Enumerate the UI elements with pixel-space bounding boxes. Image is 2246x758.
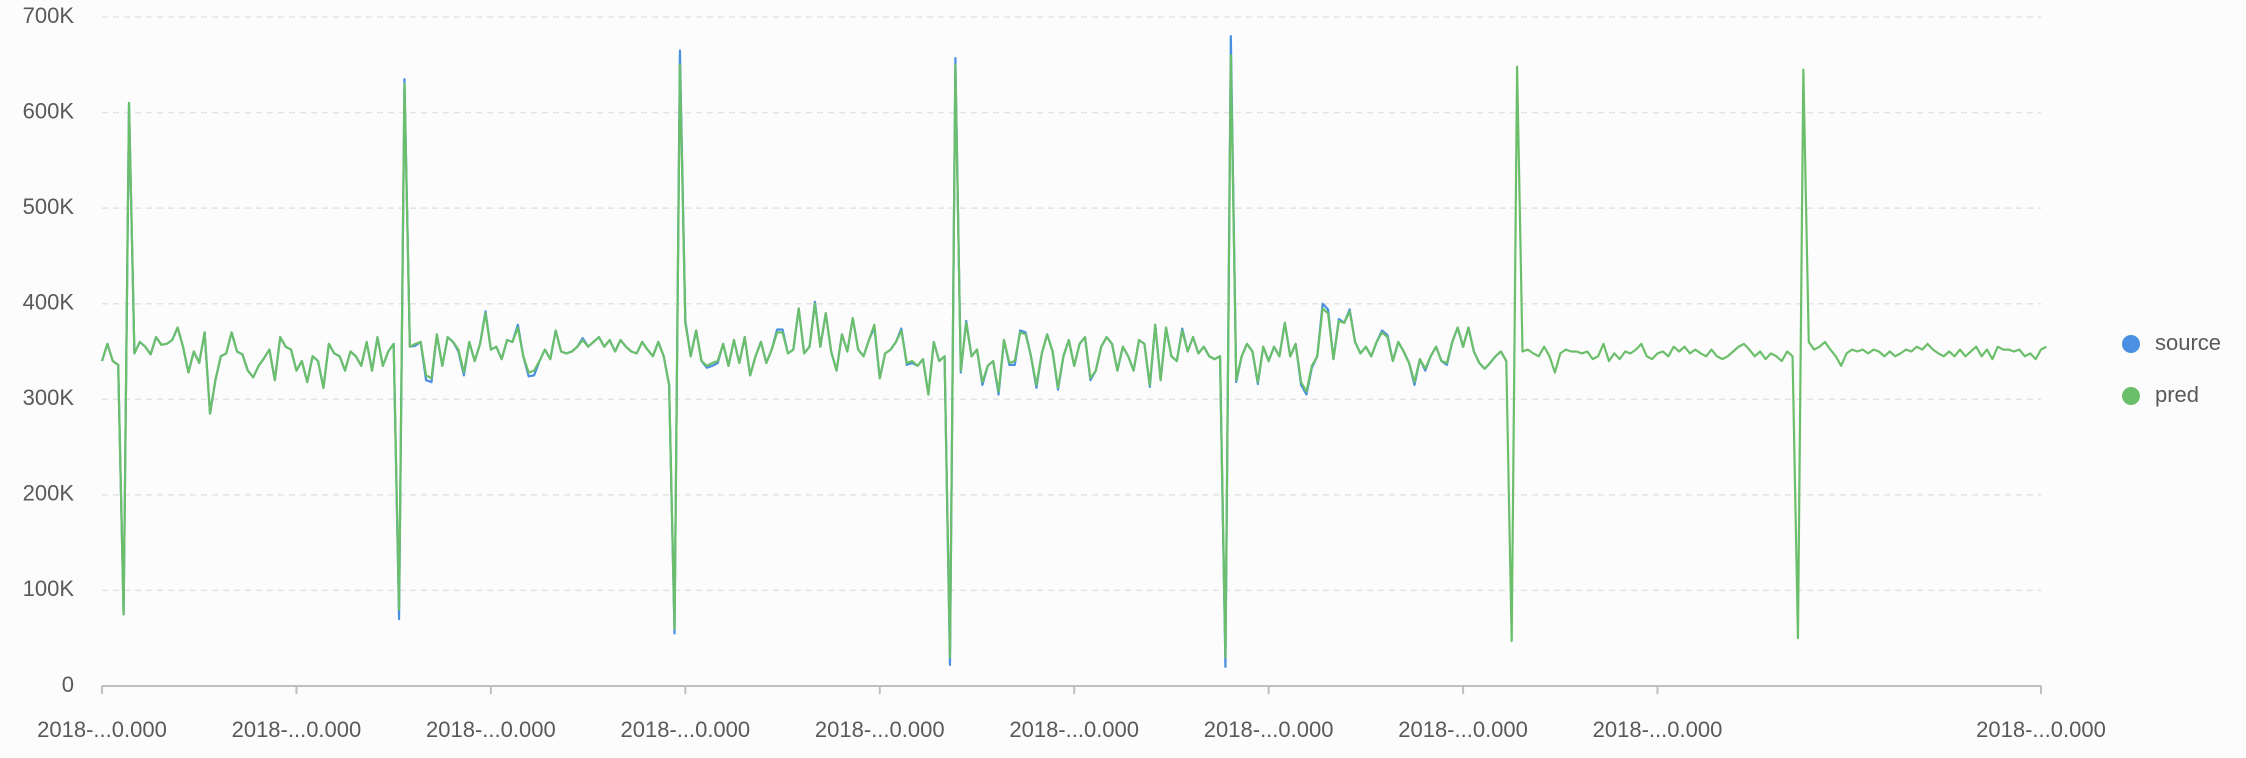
x-tick-label: 2018-...0.000 [426, 717, 556, 742]
y-tick-label: 500K [23, 194, 75, 219]
legend-marker [2122, 387, 2140, 405]
x-tick-label: 2018-...0.000 [815, 717, 945, 742]
legend-label: pred [2155, 382, 2199, 407]
y-tick-label: 600K [23, 98, 75, 123]
x-tick-label: 2018-...0.000 [620, 717, 750, 742]
x-tick-label: 2018-...0.000 [1593, 717, 1723, 742]
y-tick-label: 300K [23, 385, 75, 410]
y-tick-label: 700K [23, 3, 75, 28]
x-tick-label: 2018-...0.000 [37, 717, 167, 742]
x-tick-label: 2018-...0.000 [1398, 717, 1528, 742]
y-tick-label: 200K [23, 481, 75, 506]
y-tick-label: 100K [23, 576, 75, 601]
x-tick-label: 2018-...0.000 [1009, 717, 1139, 742]
legend-label: source [2155, 330, 2221, 355]
x-tick-label: 2018-...0.000 [232, 717, 362, 742]
x-tick-label: 2018-...0.000 [1204, 717, 1334, 742]
line-pred [100, 54, 2047, 659]
y-tick-label: 0 [62, 672, 74, 697]
y-tick-label: 400K [23, 290, 75, 315]
legend-marker [2122, 335, 2140, 353]
x-tick-label: 2018-...0.000 [1976, 717, 2106, 742]
